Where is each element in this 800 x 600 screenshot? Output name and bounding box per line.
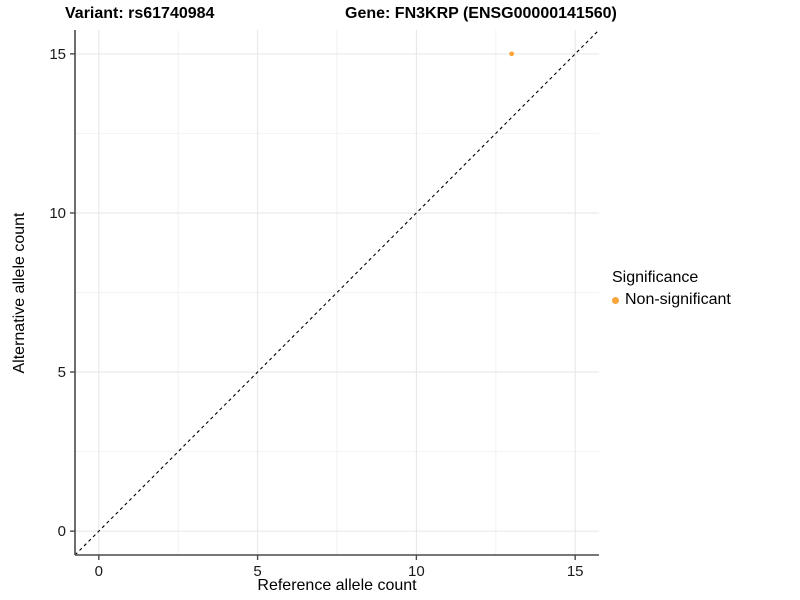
identity-line bbox=[74, 29, 600, 556]
plot-title-gene: Gene: FN3KRP (ENSG00000141560) bbox=[345, 5, 617, 22]
x-tick-label: 15 bbox=[567, 563, 584, 580]
data-point bbox=[509, 51, 515, 57]
x-axis-label: Reference allele count bbox=[257, 577, 417, 594]
legend-point-icon bbox=[612, 296, 619, 304]
x-tick-label: 0 bbox=[95, 563, 103, 580]
legend: Significance Non-significant bbox=[612, 269, 731, 309]
legend-entry-non-significant: Non-significant bbox=[612, 291, 731, 309]
x-tick-label: 5 bbox=[253, 563, 261, 580]
y-axis-label-text: Alternative allele count bbox=[11, 212, 28, 374]
legend-title: Significance bbox=[612, 269, 699, 286]
x-tick-label: 10 bbox=[408, 563, 425, 580]
plot-title-variant: Variant: rs61740984 bbox=[65, 5, 215, 22]
y-tick-label: 15 bbox=[49, 46, 66, 63]
y-tick-label: 5 bbox=[58, 364, 66, 381]
y-tick-label: 0 bbox=[58, 523, 66, 540]
y-tick-label: 10 bbox=[49, 205, 66, 222]
legend-entry-label: Non-significant bbox=[625, 291, 731, 308]
